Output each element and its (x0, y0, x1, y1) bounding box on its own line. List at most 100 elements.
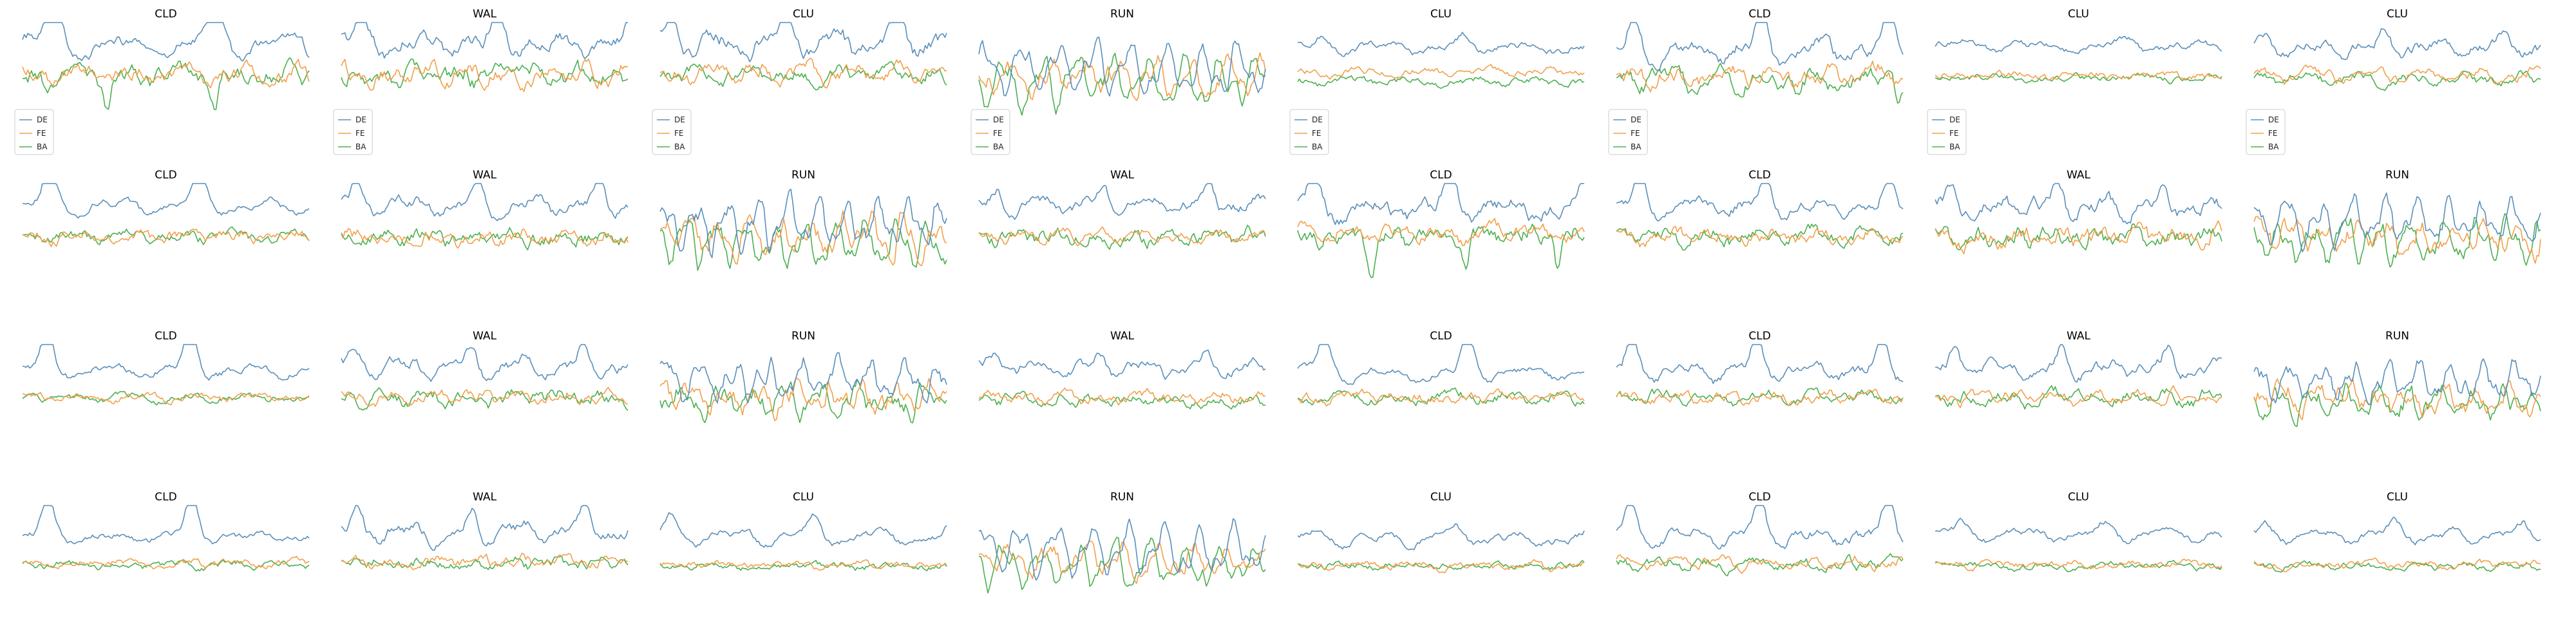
panel-13: CLD (1297, 169, 1585, 278)
series-line-de (341, 183, 629, 222)
legend-label-ba: BA (355, 142, 366, 151)
series-line-ba (341, 387, 629, 411)
series-line-ba (659, 218, 947, 271)
series-line-ba (341, 227, 629, 251)
series-line-ba (22, 391, 310, 406)
series-line-de (2253, 28, 2541, 61)
panel-31: CLU (1935, 491, 2222, 573)
panel-30: CLD (1616, 491, 1904, 576)
legend-label-ba: BA (1949, 142, 1960, 151)
series-line-ba (341, 58, 629, 89)
panel-title: RUN (791, 169, 815, 182)
panel-14: CLD (1616, 169, 1904, 251)
panel-32: CLU (2253, 491, 2541, 573)
panel-title: WAL (473, 491, 497, 504)
series-line-de (341, 22, 628, 59)
panel-title: CLU (1430, 8, 1452, 21)
series-line-de (978, 183, 1266, 220)
series-line-fe (1616, 554, 1904, 574)
legend: DE FE BA (971, 109, 1010, 155)
legend-label-fe: FE (1949, 129, 1958, 138)
series-line-fe (341, 553, 629, 571)
series-line-ba (978, 536, 1266, 594)
panel-title: CLU (2387, 8, 2408, 21)
series-line-ba (1297, 223, 1585, 278)
panel-21: CLD (1297, 330, 1585, 407)
panel-title: CLU (1430, 491, 1452, 504)
panel-12: WAL (978, 169, 1266, 250)
panel-title: CLD (155, 169, 176, 182)
panel-title: CLD (1430, 330, 1452, 343)
series-line-fe (22, 229, 310, 247)
panel-7: CLU DE FE BA (1927, 8, 2222, 155)
legend-label-ba: BA (1312, 142, 1323, 151)
legend-label-de: DE (2268, 115, 2279, 124)
panel-24: RUN (2253, 330, 2541, 427)
series-line-fe (22, 556, 310, 570)
panel-26: WAL (341, 491, 629, 571)
legend-box (2246, 109, 2286, 155)
legend-label-de: DE (1631, 115, 1642, 124)
panel-2: WAL DE FE BA (333, 8, 629, 155)
panel-29: CLU (1297, 491, 1585, 574)
panel-title: WAL (1110, 169, 1135, 182)
legend: DE FE BA (1927, 109, 1967, 155)
series-line-de (1616, 183, 1904, 222)
series-line-ba (2253, 70, 2541, 91)
legend-box (1289, 109, 1329, 155)
series-line-fe (1297, 559, 1585, 574)
panel-4: RUN DE FE BA (971, 8, 1266, 155)
panel-title: CLU (2068, 8, 2089, 21)
series-line-fe (1935, 558, 2222, 572)
series-line-fe (341, 386, 629, 407)
legend-label-de: DE (1312, 115, 1323, 124)
series-line-de (659, 512, 947, 548)
legend-box (1608, 109, 1648, 155)
series-line-de (22, 22, 310, 62)
panel-title: CLU (793, 491, 814, 504)
legend: DE FE BA (1289, 109, 1329, 155)
series-line-ba (978, 52, 1266, 116)
series-line-de (659, 352, 947, 404)
legend-label-de: DE (355, 115, 366, 124)
legend: DE FE BA (14, 109, 54, 155)
series-line-de (1297, 32, 1585, 57)
panel-title: RUN (2385, 330, 2409, 343)
panel-title: CLU (2068, 491, 2089, 504)
legend-label-fe: FE (37, 129, 46, 138)
series-line-de (1935, 183, 2222, 225)
panel-title: CLD (1748, 8, 1770, 21)
series-line-fe (1616, 225, 1904, 247)
panel-title: WAL (2067, 330, 2091, 343)
series-line-ba (1935, 560, 2222, 573)
series-line-ba (1935, 223, 2222, 251)
series-line-ba (1935, 385, 2222, 410)
series-line-ba (22, 559, 310, 572)
legend-label-fe: FE (674, 129, 683, 138)
series-line-de (1616, 344, 1904, 384)
legend: DE FE BA (333, 109, 373, 155)
panel-title: CLD (1748, 169, 1770, 182)
series-line-ba (2253, 560, 2541, 573)
legend-label-ba: BA (37, 142, 48, 151)
series-line-fe (1935, 70, 2222, 81)
series-line-de (1935, 518, 2222, 544)
series-line-de (341, 344, 629, 382)
panel-title: CLD (155, 8, 176, 21)
series-line-fe (1616, 388, 1904, 406)
legend-label-fe: FE (2268, 129, 2277, 138)
series-line-ba (1935, 72, 2222, 85)
series-line-fe (659, 377, 947, 421)
panel-3: CLU DE FE BA (652, 8, 947, 155)
series-line-fe (978, 540, 1266, 584)
panel-1: CLD DE FE BA (14, 8, 310, 155)
series-line-ba (978, 390, 1266, 410)
legend: DE FE BA (652, 109, 692, 155)
series-line-de (2253, 192, 2541, 252)
panel-title: CLD (1748, 491, 1770, 504)
series-line-de (2253, 358, 2541, 406)
series-line-de (1297, 183, 1584, 225)
legend-label-ba: BA (1631, 142, 1642, 151)
series-line-de (1297, 523, 1585, 551)
